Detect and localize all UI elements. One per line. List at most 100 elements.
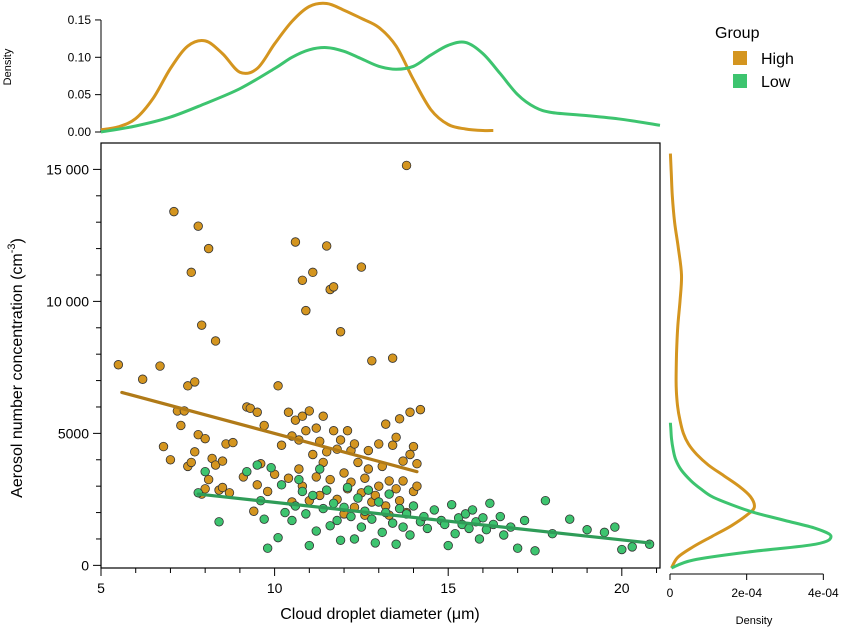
scatter-point-high [290,237,301,247]
scatter-point-high [190,447,200,457]
scatter-point-high [186,267,196,278]
scatter-point-high [301,426,311,436]
scatter-point-high [252,407,262,417]
scatter-point-high [186,457,196,468]
scatter-point-low [599,527,610,538]
scatter-point-high [311,423,321,433]
scatter-point-high [297,275,308,285]
scatter-point-low [308,490,318,501]
scatter-point-high [339,468,349,478]
scatter-point-high [308,449,318,460]
x-tick-label: 10 [267,580,283,596]
scatter-point-low [304,540,315,551]
top-density-panel: 0.00 0.05 0.10 0.15 [68,1,661,139]
scatter-point-high [190,377,200,387]
scatter-point-low [398,522,408,532]
top-density-ylabel: Density [2,48,14,85]
scatter-point-low [495,511,505,522]
right-density-xlabel: Density [736,615,773,627]
scatter-point-high [176,420,186,431]
scatter-point-high [137,374,148,384]
scatter-point-high [384,476,394,486]
legend-swatch-high [733,51,747,65]
scatter-point-low [262,543,273,553]
right-density-x-tick-label: 0 [667,586,674,600]
scatter-point-low [474,534,485,544]
scatter-point-low [519,515,530,526]
scatter-point-low [377,527,387,538]
scatter-point-low [276,480,287,490]
scatter-point-high [203,474,214,485]
scatter-panel: 5 10 15 20 0 5000 10 000 15 000 [46,160,658,596]
scatter-point-low [349,534,360,544]
scatter-point-high [200,433,210,444]
scatter-point-high [249,506,259,516]
top-density-y-tick-label: 0.10 [68,50,92,64]
scatter-point-high [262,486,273,497]
scatter-point-high [304,406,315,416]
scatter-point-high [283,407,294,417]
scatter-point-low [617,544,627,555]
legend-label-low: Low [761,74,791,91]
scatter-point-low [464,523,474,534]
scatter-point-low [200,466,210,477]
scatter-point-high [342,426,353,436]
scatter-point-high [391,484,401,494]
scatter-point-high [200,484,210,494]
scatter-point-high [217,456,228,466]
x-tick-label: 15 [440,580,456,596]
scatter-plot-frame [100,142,661,569]
scatter-point-low [446,499,457,510]
scatter-point-low [328,498,339,509]
scatter-point-low [391,539,401,549]
scatter-point-low [287,515,297,526]
scatter-point-low [335,535,346,545]
scatter-point-low [460,509,471,519]
scatter-point-high [401,160,412,171]
trend-line-high [120,390,419,474]
scatter-point-high [113,360,124,370]
scatter-point-high [415,404,426,415]
scatter-point-low [374,497,384,507]
top-density-curve-low [100,40,661,134]
scatter-point-low [332,515,342,526]
scatter-point-high [412,459,422,469]
scatter-point-low [394,503,405,514]
scatter-point-high [387,353,398,363]
scatter-point-low [342,482,353,493]
scatter-point-high [273,381,283,391]
scatter-point-high [328,426,339,436]
scatter-point-low [387,518,398,528]
scatter-point-high [193,221,203,231]
trend-line-low [196,492,652,545]
scatter-point-high [210,336,221,346]
scatter-point-high [308,267,318,278]
scatter-point-high [321,241,332,251]
scatter-point-low [582,525,592,535]
scatter-point-low [273,532,283,543]
scatter-point-low [467,505,478,515]
scatter-point-low [450,528,460,539]
scatter-point-low [311,526,321,536]
scatter-point-high [318,411,328,421]
scatter-point-high [245,403,255,413]
scatter-point-low [422,523,433,534]
scatter-point-high [193,429,203,440]
legend-label-high: High [761,51,794,68]
scatter-point-low [356,522,367,532]
scatter-point-low [367,514,377,524]
scatter-point-high [363,445,374,456]
scatter-point-high [381,419,391,429]
scatter-point-low [610,522,620,532]
scatter-point-high [391,432,401,443]
scatter-point-low [346,511,356,522]
scatter-point-low [363,485,374,495]
scatter-point-low [259,514,269,524]
scatter-point-high [228,437,238,448]
scatter-point-high [412,481,422,491]
x-tick-label: 20 [614,580,630,596]
scatter-point-low [540,495,551,506]
scatter-point-high [311,472,321,482]
y-tick-label: 0 [81,557,89,573]
scatter-point-low [405,530,415,540]
